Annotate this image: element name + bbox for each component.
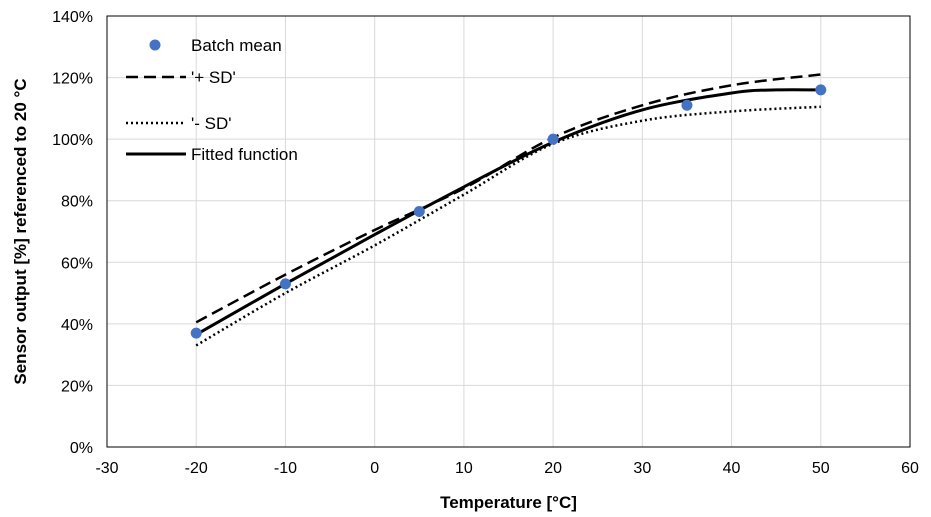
x-tick-label: -30	[95, 460, 118, 477]
y-axis-ticks: 0% 20% 40% 60% 80% 100% 120% 140%	[52, 9, 93, 457]
fitted-function-line	[195, 88, 821, 336]
x-tick-label: 20	[544, 460, 562, 477]
legend-label: Batch mean	[191, 36, 282, 55]
y-tick-label: 140%	[52, 9, 93, 26]
y-tick-label: 20%	[61, 378, 93, 395]
series-lines	[195, 73, 821, 347]
legend-label: Fitted function	[191, 145, 298, 164]
legend-label: '+ SD'	[191, 68, 236, 87]
x-tick-label: -10	[274, 460, 297, 477]
y-tick-label: 80%	[61, 194, 93, 211]
plot-area-border	[106, 15, 911, 448]
sd-line	[195, 105, 821, 347]
y-tick-label: 100%	[52, 132, 93, 149]
legend: Batch mean '+ SD' '- SD' Fitted function	[126, 36, 298, 164]
batch-mean-point	[279, 278, 291, 290]
x-tick-label: -20	[185, 460, 208, 477]
legend-marker-batch-mean	[149, 39, 161, 51]
legend-label: '- SD'	[191, 114, 232, 133]
series-markers	[190, 84, 827, 339]
y-tick-label: 120%	[52, 71, 93, 88]
batch-mean-point	[190, 327, 202, 339]
y-tick-label: 60%	[61, 255, 93, 272]
y-tick-label: 0%	[70, 440, 93, 457]
x-tick-label: 0	[370, 460, 379, 477]
y-axis-title: Sensor output [%] referenced to 20 °C	[11, 78, 30, 384]
x-tick-label: 40	[723, 460, 741, 477]
batch-mean-point	[547, 133, 559, 145]
x-tick-label: 50	[812, 460, 830, 477]
x-axis-ticks: -30 -20 -10 0 10 20 30 40 50 60	[95, 460, 919, 477]
y-tick-label: 40%	[61, 317, 93, 334]
batch-mean-point	[413, 205, 425, 217]
x-tick-label: 30	[633, 460, 651, 477]
batch-mean-point	[815, 84, 827, 96]
x-tick-label: 10	[455, 460, 473, 477]
x-tick-label: 60	[901, 460, 919, 477]
batch-mean-point	[681, 99, 693, 111]
x-axis-title: Temperature [°C]	[440, 493, 577, 512]
